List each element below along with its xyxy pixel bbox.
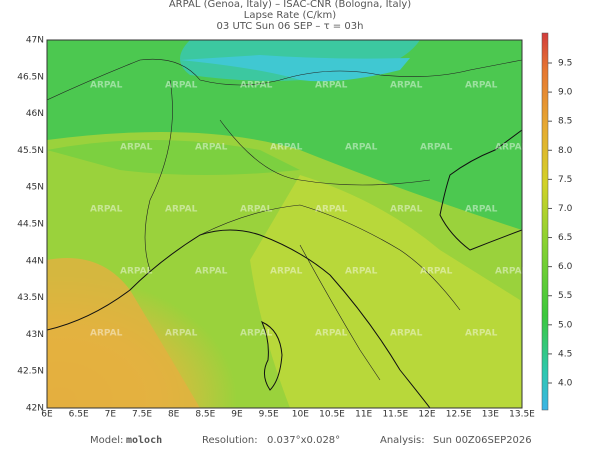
lon-label: 10.5E	[319, 410, 345, 420]
watermark: ARPAL	[90, 205, 123, 215]
colorbar-label: 4.0	[558, 379, 573, 389]
watermark: ARPAL	[495, 143, 528, 153]
watermark: ARPAL	[270, 267, 303, 277]
header-line: 03 UTC Sun 06 SEP – τ = 03h	[217, 21, 364, 32]
watermark: ARPAL	[345, 143, 378, 153]
watermark: ARPAL	[420, 143, 453, 153]
lat-label: 44N	[26, 256, 44, 266]
lat-label: 42N	[26, 404, 44, 414]
watermark: ARPAL	[165, 329, 198, 339]
colorbar-label: 5.5	[558, 291, 572, 301]
colorbar-label: 4.5	[558, 349, 572, 359]
analysis-label: Analysis:	[380, 435, 425, 446]
watermark: ARPAL	[195, 143, 228, 153]
colorbar-label: 9.0	[558, 88, 573, 98]
watermarks: ARPAL ARPAL ARPAL ARPAL ARPAL ARPAL ARPAL ARPAL…	[90, 81, 528, 339]
watermark: ARPAL	[90, 329, 123, 339]
colorbar-label: 8.5	[558, 117, 572, 127]
watermark: ARPAL	[390, 329, 423, 339]
lat-label: 44.5N	[17, 220, 44, 230]
lon-label: 12E	[418, 410, 435, 420]
lon-label: 13.5E	[509, 410, 535, 420]
lon-label: 6.5E	[69, 410, 89, 420]
colorbar-labels: 9.5 9.0 8.5 8.0 7.5 7.0 6.5 6.0 5.5 5.0 4.5 4.0	[548, 59, 573, 389]
watermark: ARPAL	[120, 267, 153, 277]
watermark: ARPAL	[390, 81, 423, 91]
analysis: Sun 00Z06SEP2026	[433, 435, 532, 446]
model: moloch	[126, 435, 162, 446]
colorbar-label: 6.0	[558, 262, 573, 272]
colorbar-label: 5.0	[558, 320, 573, 330]
watermark: ARPAL	[495, 267, 528, 277]
model-label: Model:	[90, 435, 123, 446]
lon-label: 11E	[355, 410, 372, 420]
lat-label: 43.5N	[17, 293, 44, 303]
watermark: ARPAL	[315, 81, 348, 91]
watermark: ARPAL	[390, 205, 423, 215]
watermark: ARPAL	[195, 267, 228, 277]
watermark: ARPAL	[465, 205, 498, 215]
lon-label: 12.5E	[446, 410, 472, 420]
lon-label: 9.5E	[259, 410, 279, 420]
watermark: ARPAL	[345, 267, 378, 277]
lon-label: 10E	[292, 410, 309, 420]
lat-label: 45.5N	[17, 146, 44, 156]
footer: Model: moloch Resolution: 0.037°x0.028° …	[90, 435, 532, 446]
lat-label: 43N	[26, 330, 44, 340]
colorbar-label: 8.0	[558, 146, 573, 156]
header-line: ARPAL (Genoa, Italy) – ISAC-CNR (Bologna…	[169, 0, 411, 10]
colorbar-label: 6.5	[558, 233, 572, 243]
watermark: ARPAL	[240, 329, 273, 339]
field	[47, 40, 522, 408]
lat-label: 46N	[26, 109, 44, 119]
resolution-label: Resolution:	[202, 435, 258, 446]
header-line: Lapse Rate (C/km)	[244, 10, 336, 21]
watermark: ARPAL	[315, 329, 348, 339]
watermark: ARPAL	[315, 205, 348, 215]
watermark: ARPAL	[240, 205, 273, 215]
lon-label: 11.5E	[382, 410, 408, 420]
watermark: ARPAL	[165, 205, 198, 215]
lon-label: 8.5E	[195, 410, 215, 420]
watermark: ARPAL	[165, 81, 198, 91]
lon-label: 6E	[41, 410, 53, 420]
lon-label: 13E	[482, 410, 499, 420]
lat-labels: 47N 46.5N 46N 45.5N 45N 44.5N 44N 43.5N 43N 42.5N…	[17, 36, 44, 414]
colorbar-label: 7.0	[558, 204, 573, 214]
watermark: ARPAL	[270, 143, 303, 153]
watermark: ARPAL	[465, 81, 498, 91]
lon-label: 8E	[168, 410, 180, 420]
watermark: ARPAL	[420, 267, 453, 277]
colorbar-label: 9.5	[558, 59, 572, 69]
lon-label: 9E	[231, 410, 243, 420]
watermark: ARPAL	[240, 81, 273, 91]
lat-label: 46.5N	[17, 72, 44, 82]
lon-label: 7E	[105, 410, 117, 420]
lat-label: 45N	[26, 183, 44, 193]
watermark: ARPAL	[90, 81, 123, 91]
lon-label: 7.5E	[132, 410, 152, 420]
colorbar-label: 7.5	[558, 175, 572, 185]
lat-label: 47N	[26, 36, 44, 46]
map-frame	[46, 39, 523, 409]
lon-labels: 6E 6.5E 7E 7.5E 8E 8.5E 9E 9.5E 10E 10.5E 11E 11.5E…	[41, 410, 535, 420]
watermark: ARPAL	[120, 143, 153, 153]
watermark: ARPAL	[465, 329, 498, 339]
resolution: 0.037°x0.028°	[267, 435, 340, 446]
header: ARPAL (Genoa, Italy) – ISAC-CNR (Bologna…	[169, 0, 411, 32]
lat-label: 42.5N	[17, 367, 44, 377]
colorbar	[541, 32, 549, 411]
